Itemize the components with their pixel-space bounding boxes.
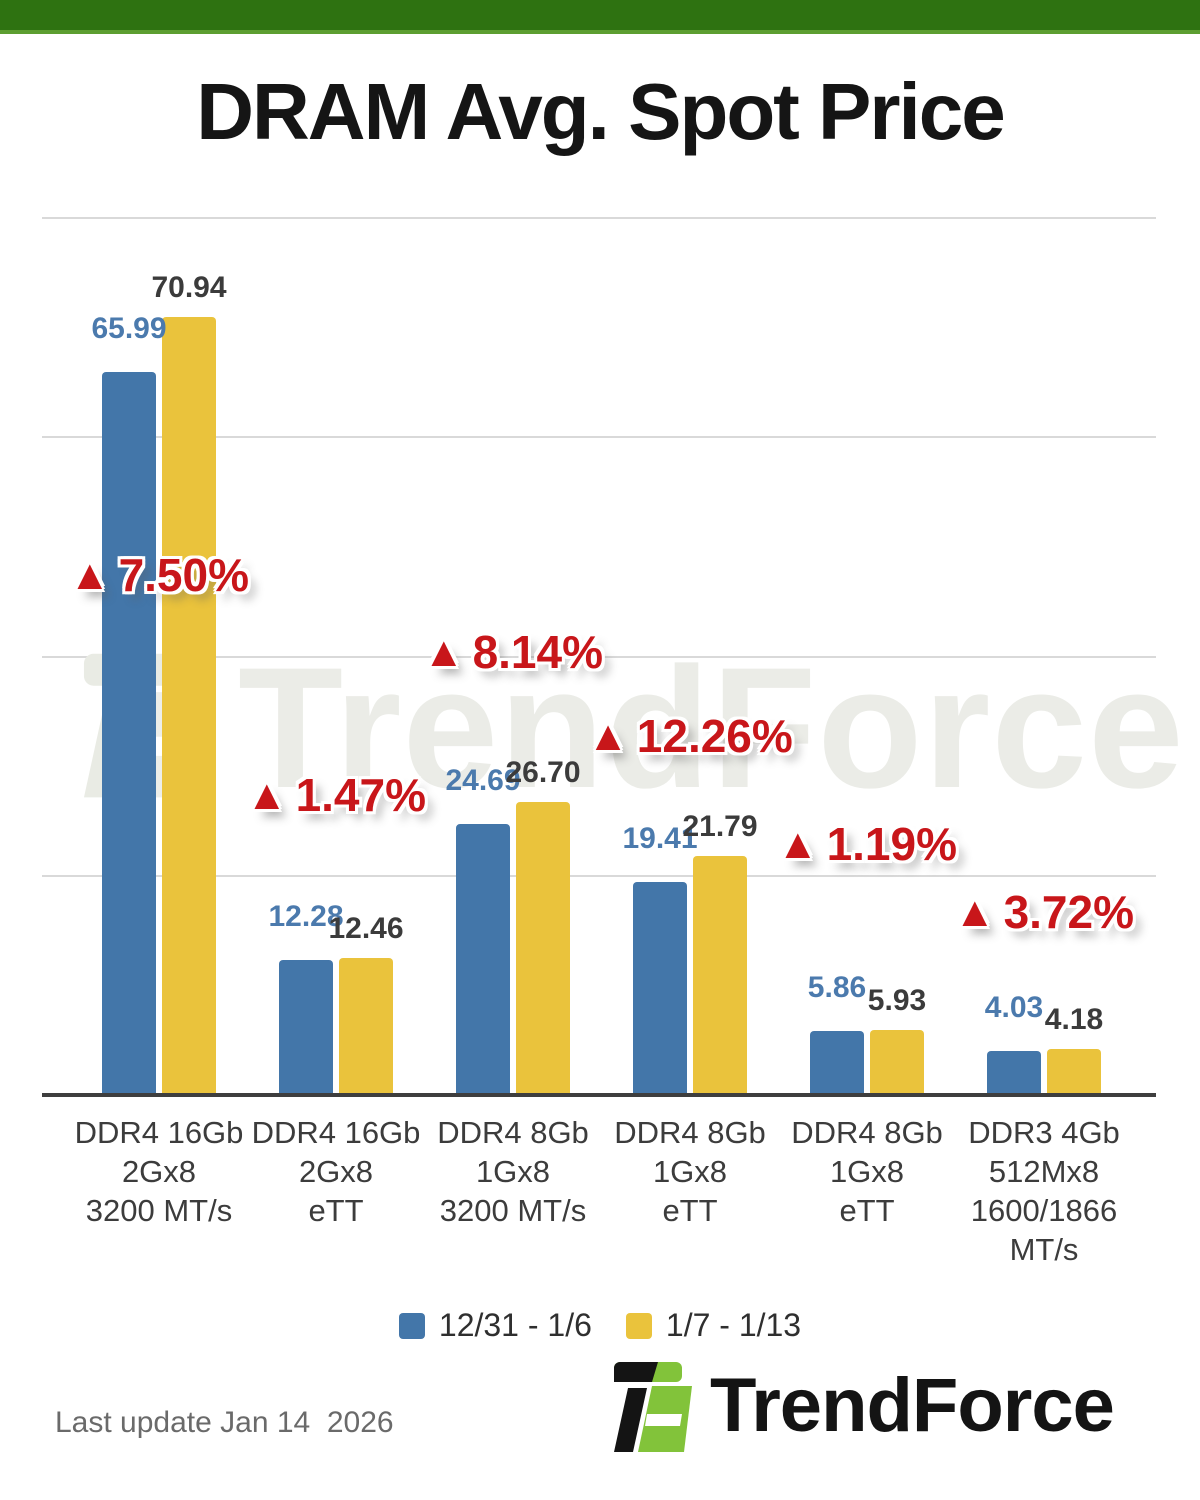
legend-item: 12/31 - 1/6 <box>398 1307 592 1344</box>
value-label: 21.79 <box>682 810 758 844</box>
legend-swatch-icon <box>398 1312 425 1339</box>
bar-blue-group1 <box>102 371 156 1095</box>
x-axis-label-group1: DDR4 16Gb 2Gx8 3200 MT/s <box>64 1113 254 1230</box>
gridline <box>42 436 1156 439</box>
brand-name: TrendForce <box>710 1363 1115 1448</box>
value-label: 24.69 <box>445 764 521 798</box>
x-axis-label-line: eTT <box>308 1193 364 1228</box>
gridline <box>42 217 1156 219</box>
x-axis-label-line: 1Gx8 <box>652 1154 728 1189</box>
up-triangle-icon: ▲ <box>953 888 996 935</box>
x-axis-label-group4: DDR4 8Gb 1Gx8 eTT <box>595 1113 785 1230</box>
x-axis-label-group6: DDR3 4Gb 512Mx8 1600/1866 MT/s <box>949 1113 1139 1269</box>
last-update-text: Last update Jan 14 2026 <box>55 1406 394 1439</box>
x-axis-label-line: 1Gx8 <box>475 1154 551 1189</box>
value-label: 5.86 <box>807 970 867 1004</box>
pct-change-label: ▲ 8.14% <box>423 625 603 679</box>
pct-change-label: ▲ 12.26% <box>587 709 793 763</box>
bar-yellow-group4 <box>693 856 747 1095</box>
pct-change-value: 12.26% <box>636 710 793 762</box>
page-title: DRAM Avg. Spot Price <box>196 67 1006 156</box>
chart-plot-area: TrendForce 65.99 70.94 ▲ 7.50% 12.28 12.46 ▲ 1.… <box>42 217 1184 1097</box>
legend: 12/31 - 1/6 1/7 - 1/13 <box>0 1307 1200 1344</box>
legend-item: 1/7 - 1/13 <box>625 1307 802 1344</box>
pct-change-label: ▲ 1.19% <box>777 817 957 871</box>
bar-yellow-group2 <box>339 958 393 1095</box>
x-axis-label-line: 3200 MT/s <box>85 1193 233 1228</box>
value-label: 65.99 <box>91 311 167 345</box>
x-axis-label-line: DDR3 4Gb <box>968 1115 1120 1150</box>
x-axis-label-line: 3200 MT/s <box>439 1193 587 1228</box>
pct-change-value: 1.19% <box>826 818 958 870</box>
bar-blue-group4 <box>633 882 687 1095</box>
x-axis-label-line: 1600/1866 <box>970 1193 1118 1228</box>
x-axis-label-line: DDR4 16Gb <box>74 1115 244 1150</box>
bar-blue-group2 <box>279 960 333 1095</box>
bar-blue-group6 <box>987 1050 1041 1095</box>
x-axis-label-line: 512Mx8 <box>988 1154 1100 1189</box>
bar-yellow-group1 <box>162 317 216 1095</box>
pct-change-value: 3.72% <box>1003 886 1135 938</box>
pct-change-value: 8.14% <box>472 626 604 678</box>
x-axis-label-line: MT/s <box>1009 1232 1079 1267</box>
value-label: 19.41 <box>622 822 698 856</box>
value-label: 5.93 <box>867 984 927 1017</box>
legend-label: 12/31 - 1/6 <box>438 1307 592 1343</box>
bar-blue-group5 <box>810 1030 864 1095</box>
gridline <box>42 655 1156 658</box>
gridline <box>42 874 1156 877</box>
x-axis-label-line: 2Gx8 <box>121 1154 197 1189</box>
up-triangle-icon: ▲ <box>422 628 465 675</box>
value-label: 26.70 <box>505 756 581 790</box>
bar-yellow-group6 <box>1047 1049 1101 1095</box>
value-label: 4.03 <box>984 990 1044 1024</box>
value-label: 70.94 <box>151 271 227 305</box>
x-axis-label-line: DDR4 8Gb <box>791 1115 943 1150</box>
x-axis-label-line: eTT <box>839 1193 895 1228</box>
value-label: 12.28 <box>268 900 344 934</box>
legend-label: 1/7 - 1/13 <box>665 1307 802 1343</box>
pct-change-value: 7.50% <box>118 549 250 601</box>
bar-yellow-group3 <box>516 802 570 1095</box>
pct-change-label: ▲ 7.50% <box>69 548 249 602</box>
trendforce-logo-icon <box>614 1362 692 1452</box>
bar-yellow-group5 <box>870 1030 924 1095</box>
value-label: 12.46 <box>328 912 404 946</box>
up-triangle-icon: ▲ <box>245 771 288 818</box>
value-label: 4.18 <box>1044 1003 1104 1037</box>
pct-change-label: ▲ 3.72% <box>954 885 1134 939</box>
x-axis-label-line: DDR4 8Gb <box>614 1115 766 1150</box>
header-accent-bar <box>0 0 1200 34</box>
up-triangle-icon: ▲ <box>587 712 629 759</box>
x-axis-labels: DDR4 16Gb 2Gx8 3200 MT/s DDR4 16Gb 2Gx8 eTT DD… <box>42 1113 1156 1283</box>
bar-blue-group3 <box>456 824 510 1095</box>
x-axis-label-group5: DDR4 8Gb 1Gx8 eTT <box>772 1113 962 1230</box>
x-axis-label-line: DDR4 8Gb <box>437 1115 589 1150</box>
x-axis-label-group3: DDR4 8Gb 1Gx8 3200 MT/s <box>418 1113 608 1230</box>
x-axis-label-line: 1Gx8 <box>829 1154 905 1189</box>
up-triangle-icon: ▲ <box>68 551 111 598</box>
x-axis-line <box>42 1093 1156 1097</box>
x-axis-label-line: eTT <box>662 1193 718 1228</box>
legend-swatch-icon <box>625 1312 652 1339</box>
pct-change-label: ▲ 1.47% <box>246 768 426 822</box>
x-axis-label-line: 2Gx8 <box>298 1154 374 1189</box>
brand-logo: TrendForce <box>604 1360 1115 1452</box>
x-axis-label-line: DDR4 16Gb <box>251 1115 421 1150</box>
x-axis-label-group2: DDR4 16Gb 2Gx8 eTT <box>241 1113 431 1230</box>
up-triangle-icon: ▲ <box>776 820 819 867</box>
pct-change-value: 1.47% <box>295 769 427 821</box>
